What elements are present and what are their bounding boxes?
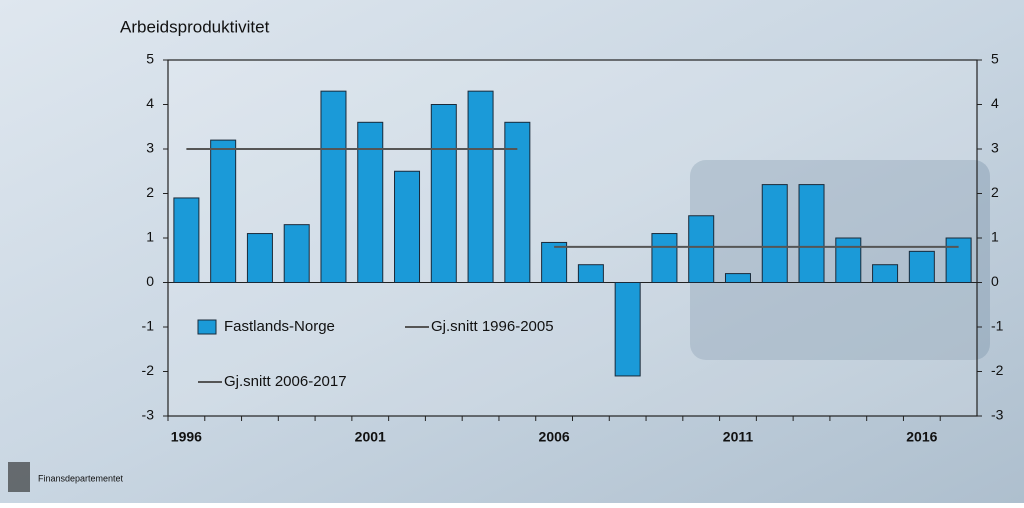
footer: Finansdepartementet [38, 473, 124, 483]
x-tick-label: 2011 [723, 429, 754, 445]
y2-tick-label: 5 [991, 51, 999, 67]
bar [173, 197, 200, 283]
legend-swatch [197, 319, 217, 335]
y2-tick-label: 1 [991, 229, 999, 245]
bar [246, 233, 273, 284]
y-tick-label: 3 [146, 140, 154, 156]
x-tick-label: 1996 [171, 429, 202, 445]
y-tick-label: -1 [142, 318, 155, 334]
y-tick-label: 5 [146, 51, 154, 67]
legend-label: Gj.snitt 2006-2017 [224, 373, 347, 390]
bar [394, 170, 421, 283]
bar [872, 264, 899, 284]
bar [724, 273, 751, 284]
bar [210, 139, 237, 283]
y2-tick-label: -2 [991, 362, 1004, 378]
bar [357, 121, 384, 283]
bar [467, 90, 494, 284]
y-tick-label: 4 [146, 95, 154, 111]
bar [651, 233, 678, 284]
y2-tick-label: 4 [991, 95, 999, 111]
y2-tick-label: 0 [991, 273, 999, 289]
legend-label: Fastlands-Norge [224, 318, 335, 335]
bar [504, 121, 531, 283]
y-tick-label: -3 [142, 407, 155, 423]
bar [761, 184, 788, 284]
y2-tick-label: 2 [991, 184, 999, 200]
y-tick-label: 0 [146, 273, 154, 289]
x-tick-label: 2001 [355, 429, 386, 445]
bar [798, 184, 825, 284]
x-tick-label: 2006 [539, 429, 570, 445]
bar [283, 224, 310, 283]
bar [945, 237, 972, 283]
y2-tick-label: -1 [991, 318, 1004, 334]
y-tick-label: 2 [146, 184, 154, 200]
logo [8, 462, 30, 492]
bar [577, 264, 604, 284]
bar [430, 104, 457, 283]
y2-tick-label: 3 [991, 140, 999, 156]
legend-label: Gj.snitt 1996-2005 [431, 318, 554, 335]
bar [908, 250, 935, 284]
bar [835, 237, 862, 283]
chart-title: Arbeidsproduktivitet [120, 17, 270, 36]
bar [320, 90, 347, 284]
y-tick-label: 1 [146, 229, 154, 245]
y2-tick-label: -3 [991, 407, 1004, 423]
y-tick-label: -2 [142, 362, 155, 378]
bar [541, 241, 568, 283]
bar [614, 282, 641, 377]
bar [688, 215, 715, 283]
x-tick-label: 2016 [906, 429, 937, 445]
